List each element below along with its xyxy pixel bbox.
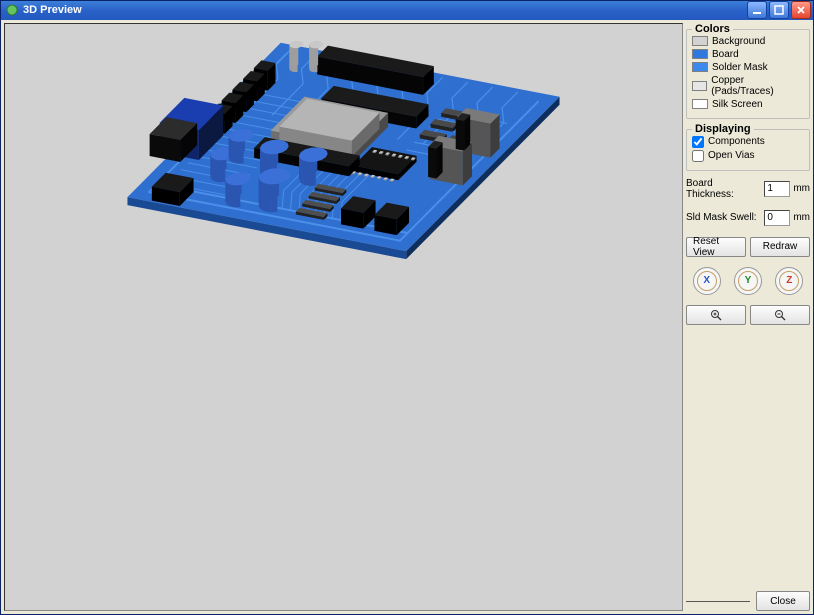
zoom-out-icon — [774, 309, 786, 321]
reset-view-button[interactable]: Reset View — [686, 237, 746, 257]
color-swatch[interactable] — [692, 81, 707, 91]
color-label: Background — [712, 36, 765, 47]
sidebar: Colors Background Board Solder Mask Copper … — [686, 23, 810, 611]
components-checkbox[interactable] — [692, 136, 704, 148]
sld-mask-unit: mm — [793, 212, 810, 223]
board-thickness-row: Board Thickness: mm — [686, 178, 810, 200]
sld-mask-swell-row: Sld Mask Swell: mm — [686, 210, 810, 226]
openvias-checkbox-row[interactable]: Open Vias — [692, 150, 804, 162]
color-row[interactable]: Silk Screen — [692, 99, 804, 110]
titlebar: 3D Preview — [1, 1, 813, 20]
color-swatch[interactable] — [692, 36, 708, 46]
displaying-legend: Displaying — [692, 123, 754, 135]
viewport-3d[interactable] — [4, 23, 683, 611]
axis-controls: X Y Z — [686, 267, 810, 295]
view-buttons-row: Reset View Redraw — [686, 237, 810, 257]
zoom-out-button[interactable] — [750, 305, 810, 325]
sld-mask-label: Sld Mask Swell: — [686, 212, 761, 223]
axis-x-button[interactable]: X — [693, 267, 721, 295]
components-label: Components — [708, 136, 765, 147]
pcb-render — [5, 24, 682, 610]
minimize-button[interactable] — [747, 1, 767, 19]
components-checkbox-row[interactable]: Components — [692, 136, 804, 148]
zoom-row — [686, 305, 810, 325]
close-window-button[interactable] — [791, 1, 811, 19]
board-thickness-input[interactable] — [764, 181, 790, 197]
board-thickness-unit: mm — [793, 183, 810, 194]
color-swatch[interactable] — [692, 99, 708, 109]
window: 3D Preview Colors Background Board Solder … — [0, 0, 814, 615]
zoom-in-button[interactable] — [686, 305, 746, 325]
zoom-in-icon — [710, 309, 722, 321]
window-title: 3D Preview — [23, 4, 747, 16]
axis-z-button[interactable]: Z — [775, 267, 803, 295]
color-label: Silk Screen — [712, 99, 763, 110]
color-swatch[interactable] — [692, 62, 708, 72]
color-label: Solder Mask — [712, 62, 768, 73]
content-area: Colors Background Board Solder Mask Copper … — [1, 20, 813, 614]
maximize-button[interactable] — [769, 1, 789, 19]
color-label: Copper (Pads/Traces) — [711, 75, 804, 97]
close-button[interactable]: Close — [756, 591, 810, 611]
open-vias-label: Open Vias — [708, 150, 755, 161]
axis-y-button[interactable]: Y — [734, 267, 762, 295]
window-buttons — [747, 1, 811, 19]
color-row[interactable]: Background — [692, 36, 804, 47]
color-swatch[interactable] — [692, 49, 708, 59]
color-row[interactable]: Board — [692, 49, 804, 60]
colors-legend: Colors — [692, 23, 733, 35]
color-row[interactable]: Solder Mask — [692, 62, 804, 73]
redraw-button[interactable]: Redraw — [750, 237, 810, 257]
open-vias-checkbox[interactable] — [692, 150, 704, 162]
color-label: Board — [712, 49, 739, 60]
color-row[interactable]: Copper (Pads/Traces) — [692, 75, 804, 97]
displaying-group: Displaying Components Open Vias — [686, 129, 810, 171]
separator — [686, 601, 750, 602]
app-icon — [5, 3, 19, 17]
sld-mask-input[interactable] — [764, 210, 790, 226]
close-area: Close — [686, 583, 810, 611]
board-thickness-label: Board Thickness: — [686, 178, 761, 200]
colors-group: Colors BackgroundBoardSolder MaskCopper … — [686, 29, 810, 119]
